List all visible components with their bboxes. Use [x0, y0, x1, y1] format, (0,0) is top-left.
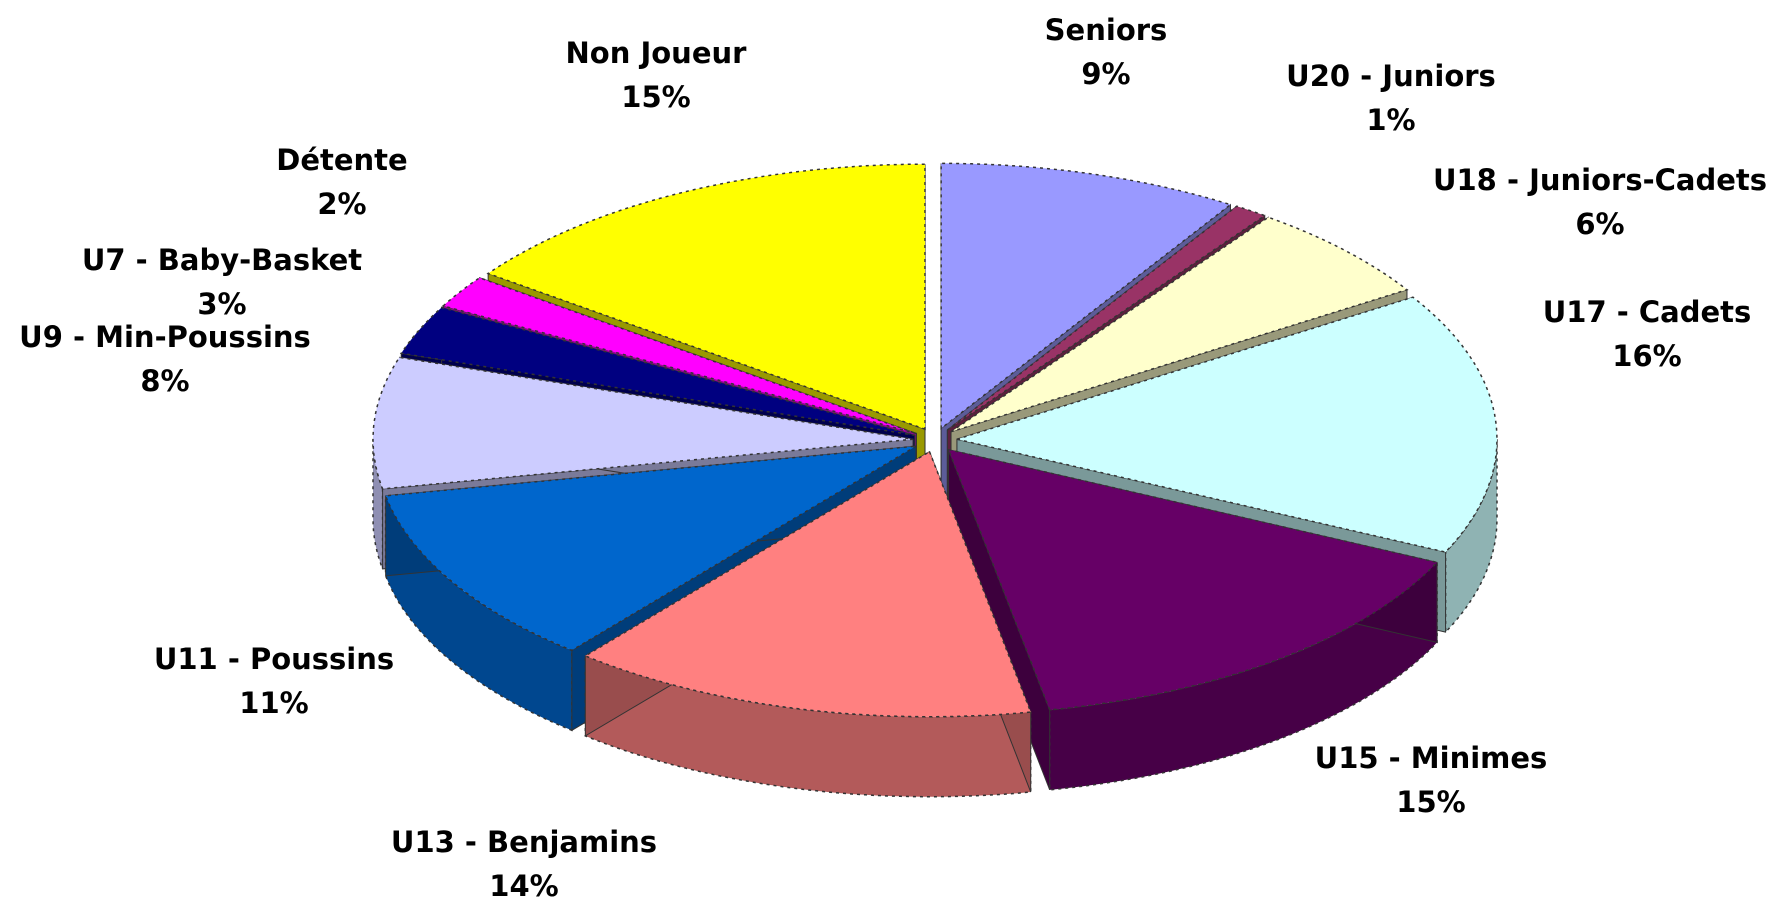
slice	[441, 276, 917, 435]
slice-side	[372, 439, 384, 570]
slice-label: U7 - Baby-Basket	[82, 243, 362, 277]
slice-value-label: 1%	[1366, 103, 1415, 137]
slice	[372, 356, 914, 490]
slice	[947, 448, 1439, 711]
slice	[954, 296, 1498, 553]
slice	[950, 216, 1409, 433]
slice-label: Détente	[276, 143, 407, 177]
slice-label: U18 - Juniors-Cadets	[1433, 163, 1767, 197]
slice	[940, 162, 1233, 430]
slice-value-label: 6%	[1575, 207, 1624, 241]
slice-value-label: 16%	[1612, 339, 1681, 373]
slice-group	[947, 448, 1439, 791]
slice-value-label: 2%	[317, 187, 366, 221]
slice	[946, 205, 1267, 431]
slice	[384, 445, 917, 652]
slice-label: U9 - Min-Poussins	[19, 320, 311, 354]
slice-value-label: 11%	[239, 686, 308, 720]
slice-label: U13 - Benjamins	[391, 825, 657, 859]
slice-group	[583, 450, 1032, 798]
slice-label: Seniors	[1045, 13, 1168, 47]
slice-value-label: 8%	[140, 364, 189, 398]
slice-label: U17 - Cadets	[1543, 295, 1752, 329]
slice-value-label: 14%	[489, 869, 558, 903]
slice-label: U15 - Minimes	[1315, 741, 1548, 775]
slice-value-label: 9%	[1081, 57, 1130, 91]
slice-value-label: 3%	[197, 287, 246, 321]
slice-label: U11 - Poussins	[154, 642, 394, 676]
slice-value-label: 15%	[1396, 785, 1465, 819]
slice	[486, 163, 926, 431]
slice	[583, 450, 1032, 718]
slice	[399, 306, 916, 436]
slice-side	[1444, 439, 1498, 635]
slice-label: U20 - Juniors	[1286, 59, 1496, 93]
slice-label: Non Joueur	[566, 36, 748, 70]
slice-value-label: 15%	[621, 80, 690, 114]
